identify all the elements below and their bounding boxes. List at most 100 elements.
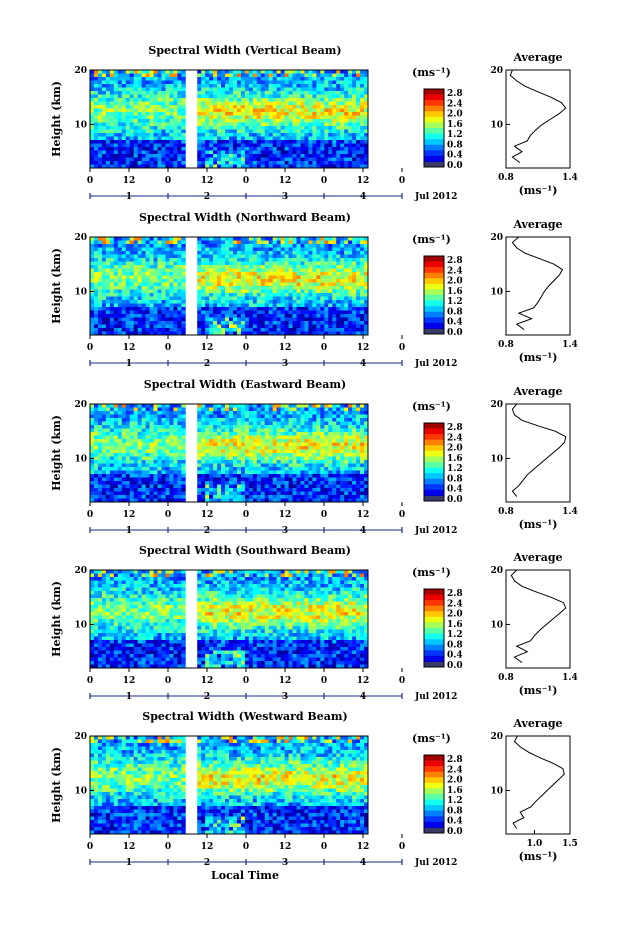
colorbar-frame — [423, 255, 445, 335]
heatmap-cell — [236, 300, 242, 304]
heatmap-cell — [332, 279, 337, 283]
heatmap-cell — [161, 115, 166, 120]
heatmap-cell — [133, 254, 139, 259]
heatmap-cell — [296, 98, 301, 102]
heatmap-cell — [109, 119, 115, 123]
heatmap-cell — [217, 477, 222, 482]
heatmap-cell — [332, 272, 337, 276]
heatmap-cell — [284, 70, 289, 74]
heatmap-cell — [129, 157, 135, 162]
heatmap-cell — [336, 272, 341, 276]
heatmap-cell — [181, 237, 186, 241]
heatmap-cell — [244, 129, 250, 134]
heatmap-cell — [209, 411, 214, 415]
heatmap-cell — [117, 112, 123, 116]
heatmap-cell — [252, 143, 258, 148]
heatmap-cell — [248, 321, 254, 325]
heatmap-cell — [113, 265, 119, 269]
heatmap-cell — [97, 143, 103, 148]
heatmap-cell — [340, 258, 345, 262]
heatmap-cell — [161, 310, 166, 315]
heatmap-cell — [229, 240, 234, 245]
heatmap-cell — [105, 432, 111, 436]
heatmap-cell — [213, 244, 218, 248]
heatmap-cell — [304, 237, 309, 241]
heatmap-cell — [149, 237, 154, 241]
heatmap-cell — [248, 265, 254, 269]
heatmap-cell — [93, 237, 99, 241]
heatmap-cell — [109, 133, 115, 137]
heatmap-cell — [97, 432, 103, 436]
heatmap-cell — [213, 421, 218, 426]
heatmap-cell — [244, 282, 250, 287]
heatmap-cell — [157, 247, 162, 252]
heatmap-cell — [229, 119, 234, 123]
heatmap-cell — [90, 474, 95, 478]
heatmap-cell — [292, 143, 297, 148]
heatmap-cell — [165, 407, 170, 412]
heatmap-cell — [169, 456, 174, 461]
heatmap-cell — [90, 133, 95, 137]
heatmap-cell — [340, 108, 345, 113]
heatmap-cell — [113, 289, 119, 294]
heatmap-cell — [296, 321, 301, 325]
heatmap-cell — [97, 91, 103, 95]
heatmap-cell — [264, 87, 270, 92]
heatmap-cell — [256, 282, 262, 287]
heatmap-cell — [240, 261, 246, 266]
heatmap-cell — [149, 432, 154, 436]
heatmap-cell — [197, 84, 202, 88]
heatmap-cell — [244, 488, 250, 492]
heatmap-cell — [149, 77, 154, 81]
heatmap-cell — [340, 94, 345, 99]
heatmap-cell — [356, 279, 361, 283]
heatmap-cell — [173, 282, 178, 287]
heatmap-cell — [288, 108, 293, 113]
heatmap-cell — [320, 282, 325, 287]
heatmap-cell — [252, 240, 258, 245]
heatmap-cell — [248, 407, 254, 412]
heatmap-cell — [201, 411, 206, 415]
heatmap-cell — [173, 164, 178, 169]
heatmap-cell — [209, 73, 214, 78]
heatmap-cell — [336, 150, 341, 155]
heatmap-cell — [181, 240, 186, 245]
heatmap-cell — [117, 456, 123, 461]
heatmap-cell — [312, 286, 317, 290]
heatmap-cell — [157, 161, 162, 165]
heatmap-cell — [141, 101, 146, 106]
heatmap-cell — [213, 456, 218, 461]
heatmap-cell — [137, 108, 143, 113]
heatmap-cell — [248, 87, 254, 92]
heatmap-cell — [209, 418, 214, 422]
heatmap-cell — [165, 481, 170, 485]
heatmap-cell — [256, 101, 262, 106]
heatmap-cell — [105, 164, 111, 169]
heatmap-cell — [173, 428, 178, 433]
heatmap-cell — [268, 314, 274, 318]
heatmap-cell — [324, 300, 329, 304]
heatmap-cell — [109, 80, 115, 85]
heatmap-cell — [213, 73, 218, 78]
heatmap-cell — [161, 411, 166, 415]
heatmap-cell — [137, 258, 143, 262]
heatmap-cell — [225, 251, 230, 255]
heatmap-cell — [217, 442, 222, 447]
heatmap-cell — [236, 428, 242, 433]
heatmap-cell — [252, 289, 258, 294]
heatmap-cell — [145, 279, 150, 283]
heatmap-cell — [248, 147, 254, 151]
heatmap-cell — [153, 258, 158, 262]
heatmap-cell — [316, 115, 321, 120]
heatmap-cell — [109, 70, 115, 74]
heatmap-cell — [93, 143, 99, 148]
heatmap-cell — [344, 73, 349, 78]
heatmap-cell — [90, 265, 95, 269]
heatmap-cell — [232, 421, 238, 426]
heatmap-cell — [288, 129, 293, 134]
heatmap-cell — [232, 321, 238, 325]
heatmap-cell — [288, 328, 293, 332]
heatmap-cell — [217, 143, 222, 148]
heatmap-cell — [209, 258, 214, 262]
heatmap-cell — [232, 91, 238, 95]
